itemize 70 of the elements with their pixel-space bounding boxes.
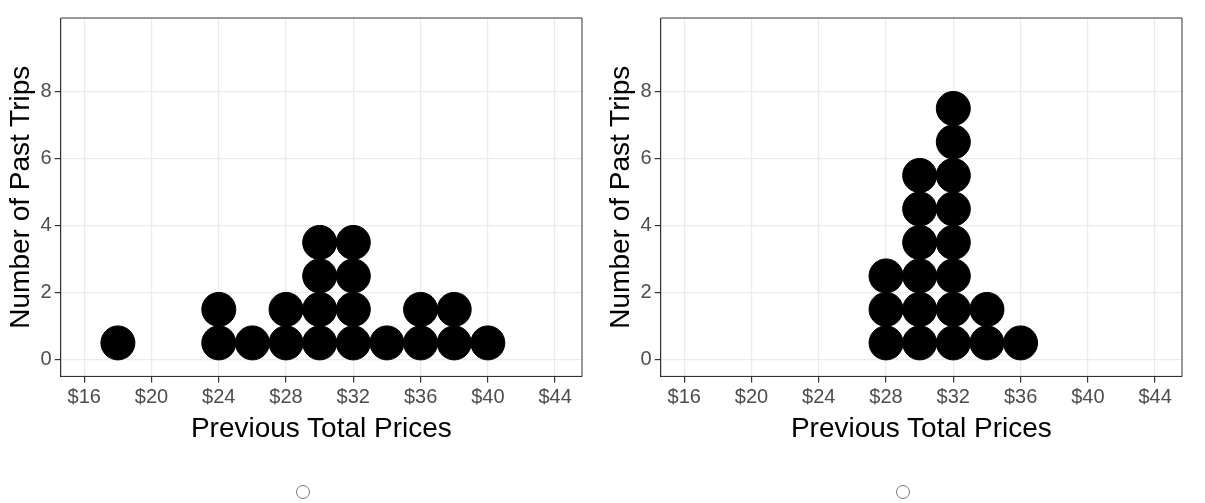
point <box>935 224 971 260</box>
point <box>403 291 439 327</box>
x-axis-title: Previous Total Prices <box>190 411 452 443</box>
x-tick-label: $16 <box>67 384 101 407</box>
point <box>234 325 270 361</box>
point <box>268 325 304 361</box>
y-tick-label: 2 <box>40 280 52 303</box>
y-tick-label: 8 <box>640 79 652 102</box>
point <box>969 325 1005 361</box>
point <box>935 191 971 227</box>
point <box>268 291 304 327</box>
x-tick-label: $32 <box>336 384 370 407</box>
point <box>935 325 971 361</box>
point <box>1003 325 1039 361</box>
y-axis-title: Number of Past Trips <box>3 65 35 329</box>
x-tick-label: $40 <box>1071 384 1105 407</box>
y-tick-label: 4 <box>640 213 652 236</box>
point <box>436 325 472 361</box>
y-tick-label: 4 <box>40 213 52 236</box>
point <box>470 325 506 361</box>
point <box>302 291 338 327</box>
point <box>335 325 371 361</box>
x-tick-label: $20 <box>734 384 769 407</box>
point <box>902 191 938 227</box>
point <box>100 325 136 361</box>
point <box>302 325 338 361</box>
x-tick-label: $24 <box>202 384 236 407</box>
x-tick-label: $28 <box>869 384 903 407</box>
point <box>868 291 904 327</box>
y-tick-label: 6 <box>40 146 52 169</box>
x-tick-label: $28 <box>269 384 303 407</box>
y-tick-label: 6 <box>640 146 652 169</box>
point <box>935 258 971 294</box>
x-tick-label: $40 <box>471 384 505 407</box>
x-tick-label: $44 <box>538 384 572 407</box>
y-axis-title: Number of Past Trips <box>603 65 635 329</box>
point <box>935 90 971 126</box>
x-tick-label: $24 <box>802 384 836 407</box>
x-axis-title: Previous Total Prices <box>790 411 1052 443</box>
point <box>935 124 971 160</box>
y-tick-label: 0 <box>640 347 652 370</box>
point <box>969 291 1005 327</box>
x-tick-label: $32 <box>936 384 970 407</box>
point <box>436 291 472 327</box>
y-tick-label: 8 <box>40 79 52 102</box>
point <box>935 291 971 327</box>
point <box>335 258 371 294</box>
point <box>902 157 938 193</box>
point <box>302 258 338 294</box>
x-tick-label: $36 <box>1003 384 1038 407</box>
x-tick-label: $16 <box>667 384 701 407</box>
point <box>902 325 938 361</box>
point <box>902 291 938 327</box>
x-tick-label: $36 <box>403 384 438 407</box>
point <box>868 258 904 294</box>
point <box>868 325 904 361</box>
point <box>902 258 938 294</box>
point <box>302 224 338 260</box>
point <box>902 224 938 260</box>
point <box>369 325 405 361</box>
point <box>935 157 971 193</box>
point <box>403 325 439 361</box>
point <box>201 325 237 361</box>
y-tick-label: 2 <box>640 280 652 303</box>
y-tick-label: 0 <box>40 347 52 370</box>
x-tick-label: $20 <box>134 384 169 407</box>
point <box>335 224 371 260</box>
x-tick-label: $44 <box>1138 384 1172 407</box>
point <box>335 291 371 327</box>
point <box>201 291 237 327</box>
